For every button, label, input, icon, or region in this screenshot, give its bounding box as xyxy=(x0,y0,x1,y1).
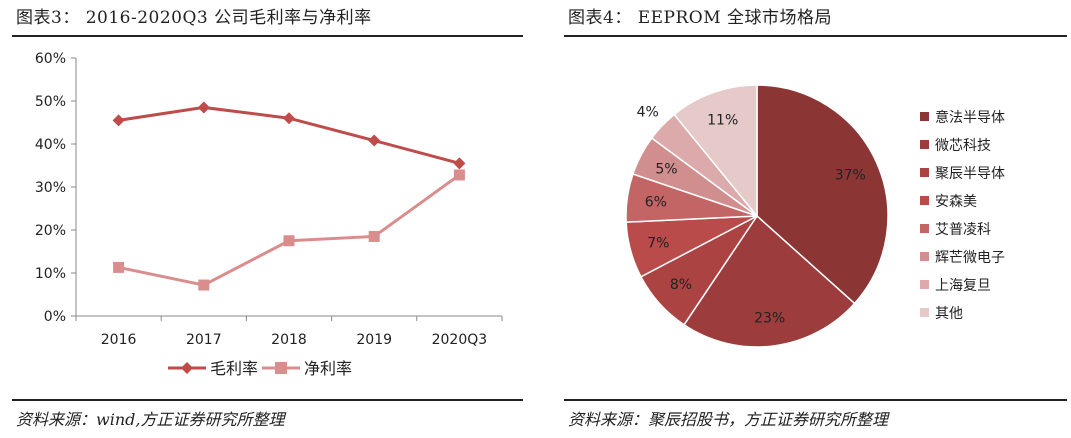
legend-label: 其他 xyxy=(935,306,963,322)
legend-label: 辉芒微电子 xyxy=(935,250,1005,266)
pie-data-label: 37% xyxy=(835,167,866,183)
y-tick-label: 0% xyxy=(44,309,66,325)
market-share-pie-chart: 37% 23% 8% 7% 6% 5% 4% 11% 意法半导体微芯科技聚辰半导体安森美艾普凌科… xyxy=(625,84,1005,348)
data-point-gross-margin xyxy=(368,134,381,147)
y-tick-label: 50% xyxy=(35,94,66,110)
right-source-note: 资料来源：聚辰招股书，方正证券研究所整理 xyxy=(568,410,889,429)
legend-label: 艾普凌科 xyxy=(935,222,991,238)
data-point-gross-margin xyxy=(283,112,295,125)
legend-swatch xyxy=(920,196,929,205)
legend-label: 意法半导体 xyxy=(935,109,1005,126)
margin-line-chart: 0% 10% 20% 30% 40% 50% 60% 2016 2017 2018 2019 2020… xyxy=(35,51,503,378)
legend-label: 上海复旦 xyxy=(935,277,991,294)
legend-swatch xyxy=(920,112,929,121)
data-point-net-margin xyxy=(453,169,465,181)
y-tick-label: 40% xyxy=(35,137,66,153)
x-tick-label: 2018 xyxy=(271,332,307,348)
x-tick-label: 2020Q3 xyxy=(432,332,488,348)
left-source-note: 资料来源：wind,方正证券研究所整理 xyxy=(16,410,285,429)
eeprom-market-panel: 图表4： EEPROM 全球市场格局 37% 23% 8% 7% 6% 5% 4% 11% 意法… xyxy=(552,0,1071,438)
data-point-net-margin xyxy=(368,230,380,242)
data-point-net-margin xyxy=(283,235,295,247)
pie-data-label: 4% xyxy=(637,105,659,121)
legend-swatch xyxy=(920,140,929,149)
pie-slice-1 xyxy=(756,84,889,305)
data-point-gross-margin xyxy=(453,157,466,170)
left-figure-title: 图表3： 2016-2020Q3 公司毛利率与净利率 xyxy=(16,8,372,28)
data-point-net-margin xyxy=(113,261,125,273)
x-tick-label: 2016 xyxy=(101,332,137,348)
y-tick-label: 20% xyxy=(35,223,66,239)
legend-label: 微芯科技 xyxy=(935,138,991,154)
pie-slice-8 xyxy=(673,84,758,219)
pie-data-label: 8% xyxy=(670,277,692,293)
gross-net-margin-panel: 图表3： 2016-2020Q3 公司毛利率与净利率 0% 10% 20% 30% 40… xyxy=(0,0,527,438)
pie-slice-2 xyxy=(682,214,856,348)
legend-swatch xyxy=(920,308,929,317)
legend-swatch xyxy=(920,280,929,289)
right-bottom-rule xyxy=(564,399,1067,401)
data-point-gross-margin xyxy=(197,101,210,114)
x-tick-label: 2017 xyxy=(186,332,222,348)
right-top-rule xyxy=(564,35,1067,37)
legend-marker-square xyxy=(275,362,287,374)
legend-swatch xyxy=(920,168,929,177)
pie-data-label: 6% xyxy=(645,195,667,211)
y-tick-label: 30% xyxy=(35,180,66,196)
legend-marker-diamond xyxy=(181,362,193,374)
legend-label: 净利率 xyxy=(304,359,352,378)
x-tick-label: 2019 xyxy=(356,332,392,348)
y-tick-label: 10% xyxy=(35,266,66,282)
legend-swatch xyxy=(920,252,929,261)
pie-data-label: 7% xyxy=(647,236,669,252)
pie-data-label: 5% xyxy=(655,162,677,178)
left-bottom-rule xyxy=(12,399,523,401)
pie-data-label: 11% xyxy=(707,113,738,129)
series-line-2 xyxy=(118,173,461,287)
legend-label: 聚辰半导体 xyxy=(935,166,1005,182)
pie-data-label: 23% xyxy=(754,310,785,326)
data-point-net-margin xyxy=(198,279,210,291)
legend-label: 安森美 xyxy=(935,194,977,210)
right-figure-title: 图表4： EEPROM 全球市场格局 xyxy=(568,8,833,28)
legend-swatch xyxy=(920,224,929,233)
y-tick-label: 60% xyxy=(35,51,66,67)
legend-label: 毛利率 xyxy=(210,359,258,378)
left-top-rule xyxy=(12,35,523,37)
data-point-gross-margin xyxy=(112,114,125,127)
